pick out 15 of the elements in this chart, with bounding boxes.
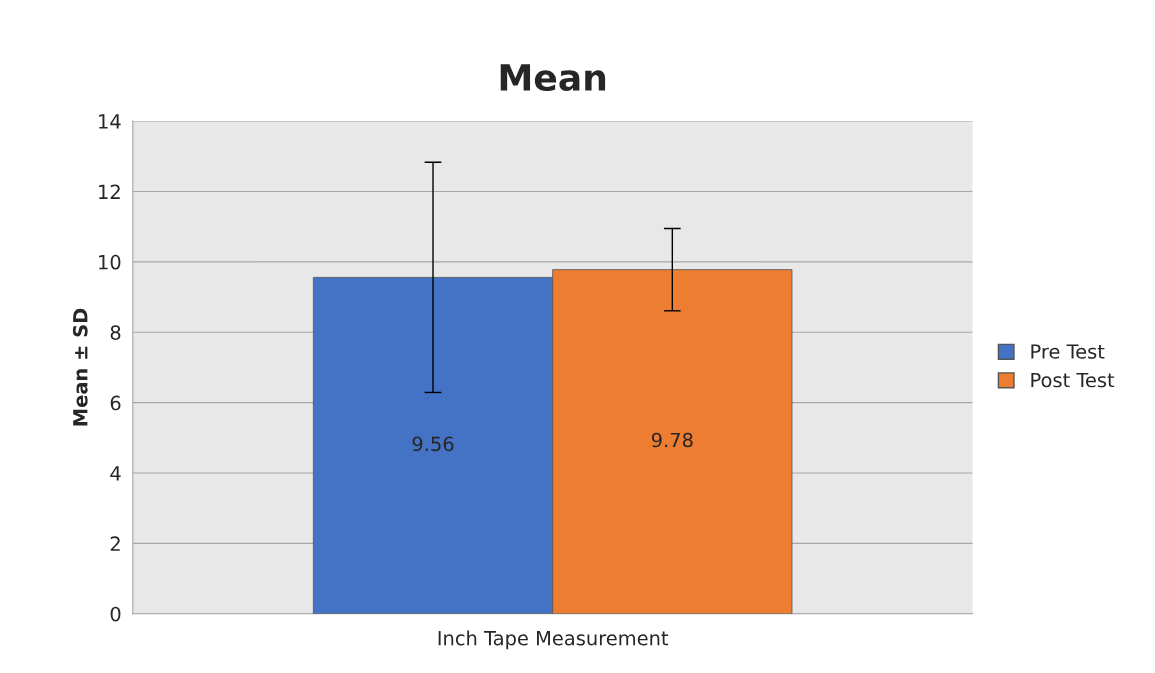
y-tick-label: 10 [99, 254, 121, 270]
y-tick-label: 14 [99, 114, 121, 129]
y-tick-label: 8 [110, 325, 121, 340]
legend-label: Pre Test [1031, 344, 1105, 359]
y-tick-label: 0 [110, 606, 121, 622]
data-label: 9.78 [651, 432, 693, 448]
legend-label: Post Test [1031, 372, 1115, 388]
x-tick-label: Inch Tape Measurement [438, 630, 669, 650]
chart-title: Mean [500, 64, 606, 92]
y-tick-label: 2 [110, 536, 120, 551]
y-axis-title: Mean ± SD [72, 308, 88, 426]
data-label: 9.56 [412, 436, 454, 452]
y-tick-label: 4 [110, 466, 121, 481]
y-tick-label: 6 [110, 395, 121, 411]
y-tick-label: 12 [99, 184, 120, 199]
